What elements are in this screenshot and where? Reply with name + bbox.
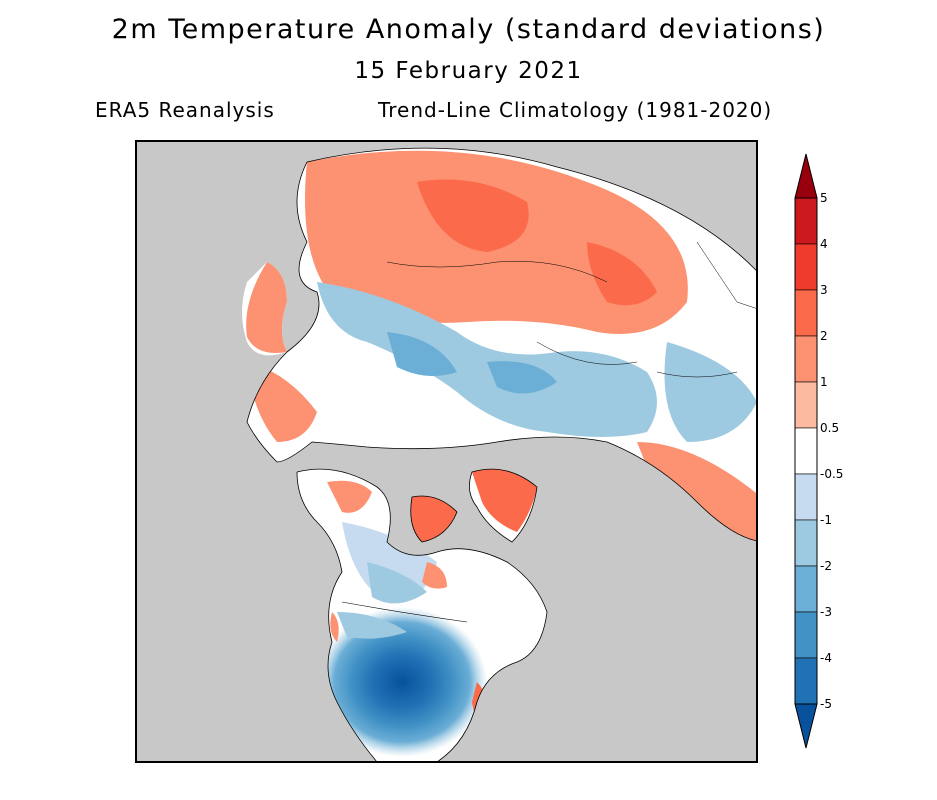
colorbar-tick-label: -1 bbox=[820, 513, 832, 527]
colorbar-swatch bbox=[794, 381, 818, 429]
colorbar-tick-label: -5 bbox=[820, 697, 832, 711]
colorbar-swatch bbox=[794, 611, 818, 659]
colorbar-swatches bbox=[794, 154, 818, 748]
colorbar-tick-label: 1 bbox=[820, 375, 828, 389]
colorbar-tick-label: -0.5 bbox=[820, 467, 844, 481]
colorbar-tick-label: 3 bbox=[820, 283, 828, 297]
anomaly-map bbox=[135, 140, 758, 763]
colorbar-swatch bbox=[795, 704, 817, 748]
colorbar bbox=[794, 153, 818, 749]
map-canvas bbox=[242, 147, 756, 761]
climatology-label: Trend-Line Climatology (1981-2020) bbox=[378, 98, 773, 122]
colorbar-tick-label: -2 bbox=[820, 559, 832, 573]
colorbar-tick-label: -4 bbox=[820, 651, 832, 665]
colorbar-tick-label: 4 bbox=[820, 237, 828, 251]
colorbar-swatch bbox=[794, 657, 818, 705]
colorbar-swatch bbox=[794, 565, 818, 613]
colorbar-swatch bbox=[794, 289, 818, 337]
dataset-label: ERA5 Reanalysis bbox=[95, 98, 275, 122]
colorbar-swatch bbox=[794, 427, 818, 475]
colorbar-swatch bbox=[794, 519, 818, 567]
colorbar-swatch bbox=[794, 335, 818, 383]
colorbar-tick-label: -3 bbox=[820, 605, 832, 619]
colorbar-swatch bbox=[794, 473, 818, 521]
colorbar-tick-label: 5 bbox=[820, 191, 828, 205]
colorbar-swatch bbox=[794, 197, 818, 245]
colorbar-tick-label: 2 bbox=[820, 329, 828, 343]
colorbar-tick-label: 0.5 bbox=[820, 421, 840, 435]
coastlines bbox=[246, 147, 756, 761]
colorbar-swatch bbox=[795, 154, 817, 198]
colorbar-swatch bbox=[794, 243, 818, 291]
map-title: 2m Temperature Anomaly (standard deviati… bbox=[111, 14, 826, 45]
map-date: 15 February 2021 bbox=[354, 58, 583, 84]
land-layer bbox=[242, 148, 756, 761]
